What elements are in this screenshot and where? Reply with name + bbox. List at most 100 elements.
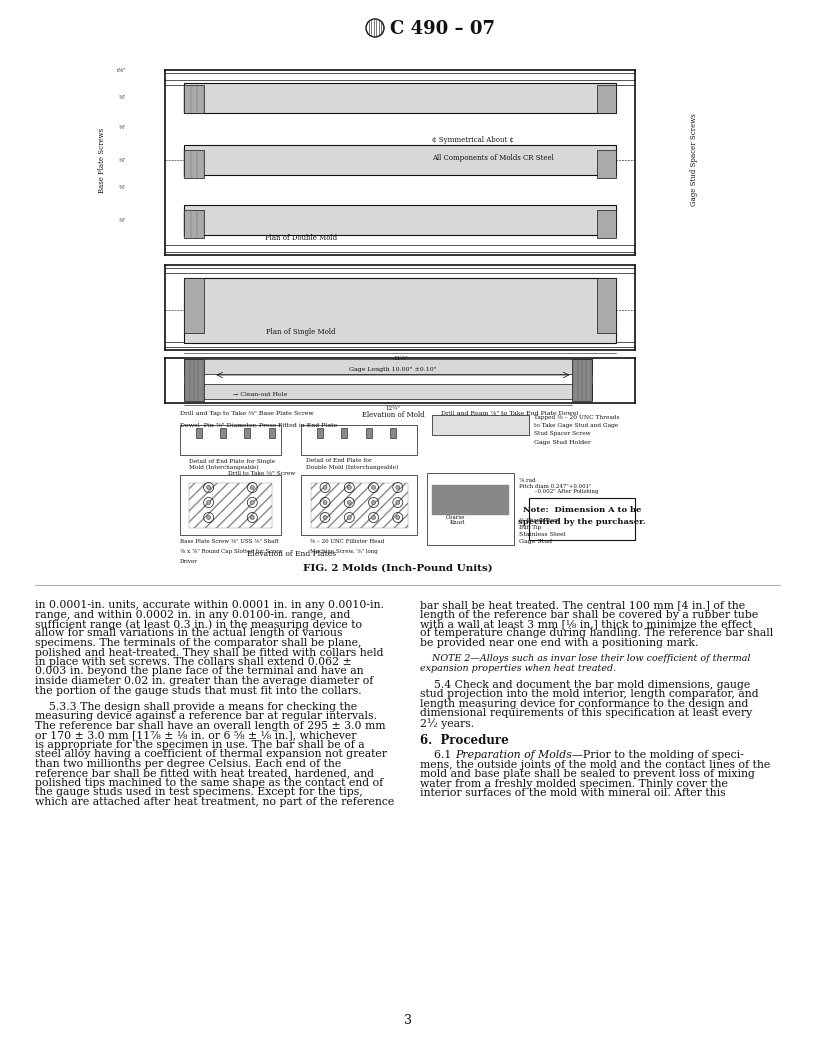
Text: Machine Screw, ⅞" long: Machine Screw, ⅞" long — [311, 549, 379, 554]
Text: allow for small variations in the actual length of various: allow for small variations in the actual… — [35, 628, 343, 639]
Text: sufficient range (at least 0.3 in.) in the measuring device to: sufficient range (at least 0.3 in.) in t… — [35, 619, 362, 629]
Bar — [184, 145, 616, 175]
Text: 0.003 in. beyond the plane face of the terminal and have an: 0.003 in. beyond the plane face of the t… — [35, 666, 364, 677]
Text: Detail of End Plate for: Detail of End Plate for — [306, 458, 371, 464]
Text: ⅜ x ⅞" Round Cap Slotted for Screw: ⅜ x ⅞" Round Cap Slotted for Screw — [180, 549, 282, 554]
Text: specimens. The terminals of the comparator shall be plane,: specimens. The terminals of the comparat… — [35, 638, 361, 648]
Text: Mold (Interchangeable): Mold (Interchangeable) — [189, 465, 259, 470]
Bar — [184, 358, 204, 401]
Text: Drill to Take ⅜" Screw: Drill to Take ⅜" Screw — [228, 471, 295, 476]
Text: range, and within 0.0002 in. in any 0.0100-in. range, and: range, and within 0.0002 in. in any 0.01… — [35, 609, 350, 620]
Bar — [184, 384, 592, 399]
Text: or 170 ± 3.0 mm [11⅞ ± ⅛ in. or 6 ⅝ ± ⅛ in.], whichever: or 170 ± 3.0 mm [11⅞ ± ⅛ in. or 6 ⅝ ± ⅛ … — [35, 730, 357, 740]
Circle shape — [371, 501, 375, 505]
Text: 2½ years.: 2½ years. — [420, 718, 474, 729]
Circle shape — [323, 486, 327, 490]
Text: r⅜": r⅜" — [117, 68, 126, 73]
Text: 5.3.3 The design shall provide a means for checking the: 5.3.3 The design shall provide a means f… — [35, 701, 357, 712]
Circle shape — [323, 501, 327, 505]
Bar — [529, 497, 636, 540]
Text: Tapped ⅜ – 20 UNC Threads: Tapped ⅜ – 20 UNC Threads — [534, 415, 619, 420]
Text: than two millionths per degree Celsius. Each end of the: than two millionths per degree Celsius. … — [35, 758, 341, 769]
Text: ¢ Symmetrical About ¢: ¢ Symmetrical About ¢ — [432, 136, 514, 144]
Text: Plan of Single Mold: Plan of Single Mold — [266, 328, 335, 337]
Text: water from a freshly molded specimen. Thinly cover the: water from a freshly molded specimen. Th… — [420, 778, 728, 789]
Circle shape — [371, 486, 375, 490]
Text: expansion properties when heat treated.: expansion properties when heat treated. — [420, 663, 616, 673]
Text: polished tips machined to the same shape as the contact end of: polished tips machined to the same shape… — [35, 777, 384, 788]
Text: Gage Stud: Gage Stud — [519, 539, 552, 544]
Text: Stud Spacer Screw: Stud Spacer Screw — [534, 431, 590, 435]
Text: FIG. 2 Molds (Inch-Pound Units): FIG. 2 Molds (Inch-Pound Units) — [303, 564, 493, 573]
Bar — [596, 278, 616, 333]
Bar — [184, 278, 616, 342]
Text: mold and base plate shall be sealed to prevent loss of mixing: mold and base plate shall be sealed to p… — [420, 769, 755, 779]
Bar — [432, 485, 509, 515]
Bar — [180, 425, 282, 455]
Text: Coarse: Coarse — [446, 515, 466, 520]
Text: polished and heat-treated. They shall be fitted with collars held: polished and heat-treated. They shall be… — [35, 647, 384, 658]
Bar — [184, 84, 204, 113]
Bar — [317, 428, 323, 438]
Text: to Take Gage Stud and Gage: to Take Gage Stud and Gage — [534, 423, 618, 428]
Bar — [184, 278, 204, 333]
Bar — [596, 210, 616, 238]
Text: steel alloy having a coefficient of thermal expansion not greater: steel alloy having a coefficient of ther… — [35, 749, 387, 759]
Circle shape — [396, 501, 400, 505]
Circle shape — [206, 501, 211, 505]
Text: reference bar shall be fitted with heat treated, hardened, and: reference bar shall be fitted with heat … — [35, 768, 374, 778]
Bar — [301, 475, 417, 535]
Bar — [572, 358, 592, 401]
Circle shape — [323, 515, 327, 520]
Bar — [427, 472, 514, 545]
Bar — [596, 150, 616, 177]
Text: Elevation of Mold: Elevation of Mold — [361, 411, 424, 419]
Text: length of the reference bar shall be covered by a rubber tube: length of the reference bar shall be cov… — [420, 609, 758, 620]
Text: –0.002" After Polishing: –0.002" After Polishing — [519, 490, 599, 494]
Text: in place with set screws. The collars shall extend 0.062 ±: in place with set screws. The collars sh… — [35, 657, 352, 667]
Text: 6.1: 6.1 — [420, 750, 455, 760]
Text: be provided near one end with a positioning mark.: be provided near one end with a position… — [420, 638, 698, 648]
Text: Driver: Driver — [180, 559, 197, 564]
Text: All Components of Molds CR Steel: All Components of Molds CR Steel — [432, 153, 553, 162]
Bar — [268, 428, 275, 438]
Circle shape — [251, 486, 255, 490]
Text: length measuring device for conformance to the design and: length measuring device for conformance … — [420, 699, 748, 709]
Text: Detail of End Plate for Single: Detail of End Plate for Single — [189, 458, 275, 464]
Text: → Clean-out Hole: → Clean-out Hole — [233, 393, 287, 397]
Bar — [245, 428, 251, 438]
Circle shape — [371, 515, 375, 520]
Text: Drill and Tap to Take ⅜" Base Plate Screw: Drill and Tap to Take ⅜" Base Plate Scre… — [180, 411, 313, 416]
Text: which are attached after heat treatment, no part of the reference: which are attached after heat treatment,… — [35, 796, 394, 807]
Text: of temperature change during handling. The reference bar shall: of temperature change during handling. T… — [420, 628, 774, 639]
Text: specified by the purchaser.: specified by the purchaser. — [518, 517, 646, 526]
Text: in 0.0001-in. units, accurate within 0.0001 in. in any 0.0010-in.: in 0.0001-in. units, accurate within 0.0… — [35, 600, 384, 610]
Bar — [184, 359, 592, 374]
Text: ⅜": ⅜" — [119, 95, 126, 100]
Text: 5.4 Check and document the bar mold dimensions, gauge: 5.4 Check and document the bar mold dime… — [420, 680, 750, 690]
Text: the gauge studs used in test specimens. Except for the tips,: the gauge studs used in test specimens. … — [35, 787, 363, 797]
Text: ⅜ – 20 UNC Fillister Head: ⅜ – 20 UNC Fillister Head — [311, 539, 385, 544]
Text: NOTE 2—Alloys such as invar lose their low coefficient of thermal: NOTE 2—Alloys such as invar lose their l… — [420, 654, 751, 663]
Circle shape — [348, 515, 352, 520]
Text: Drill and Ream ⅞" to Take End Plate Dowel: Drill and Ream ⅞" to Take End Plate Dowe… — [441, 411, 579, 416]
Circle shape — [396, 486, 400, 490]
Circle shape — [348, 501, 352, 505]
Text: dimensional requirements of this specification at least every: dimensional requirements of this specifi… — [420, 709, 752, 718]
Bar — [184, 205, 616, 235]
Text: Plan of Double Mold: Plan of Double Mold — [264, 233, 337, 242]
Text: Gage Stud Spacer Screws: Gage Stud Spacer Screws — [690, 114, 698, 206]
Bar — [390, 428, 396, 438]
Text: with a wall at least 3 mm [⅛ in.] thick to minimize the effect: with a wall at least 3 mm [⅛ in.] thick … — [420, 619, 752, 629]
Text: Base Plate Screw ⅜" USS ⅜" Shaft: Base Plate Screw ⅜" USS ⅜" Shaft — [180, 539, 278, 544]
Bar — [189, 483, 272, 528]
Bar — [220, 428, 226, 438]
Text: mens, the outside joints of the mold and the contact lines of the: mens, the outside joints of the mold and… — [420, 759, 770, 770]
Text: Double Mold (Interchangeable): Double Mold (Interchangeable) — [306, 465, 398, 470]
Text: ⅜": ⅜" — [119, 157, 126, 163]
Text: Note:  Dimension A to be: Note: Dimension A to be — [523, 506, 641, 513]
Circle shape — [206, 515, 211, 520]
Bar — [311, 483, 407, 528]
Circle shape — [396, 515, 400, 520]
Circle shape — [251, 515, 255, 520]
